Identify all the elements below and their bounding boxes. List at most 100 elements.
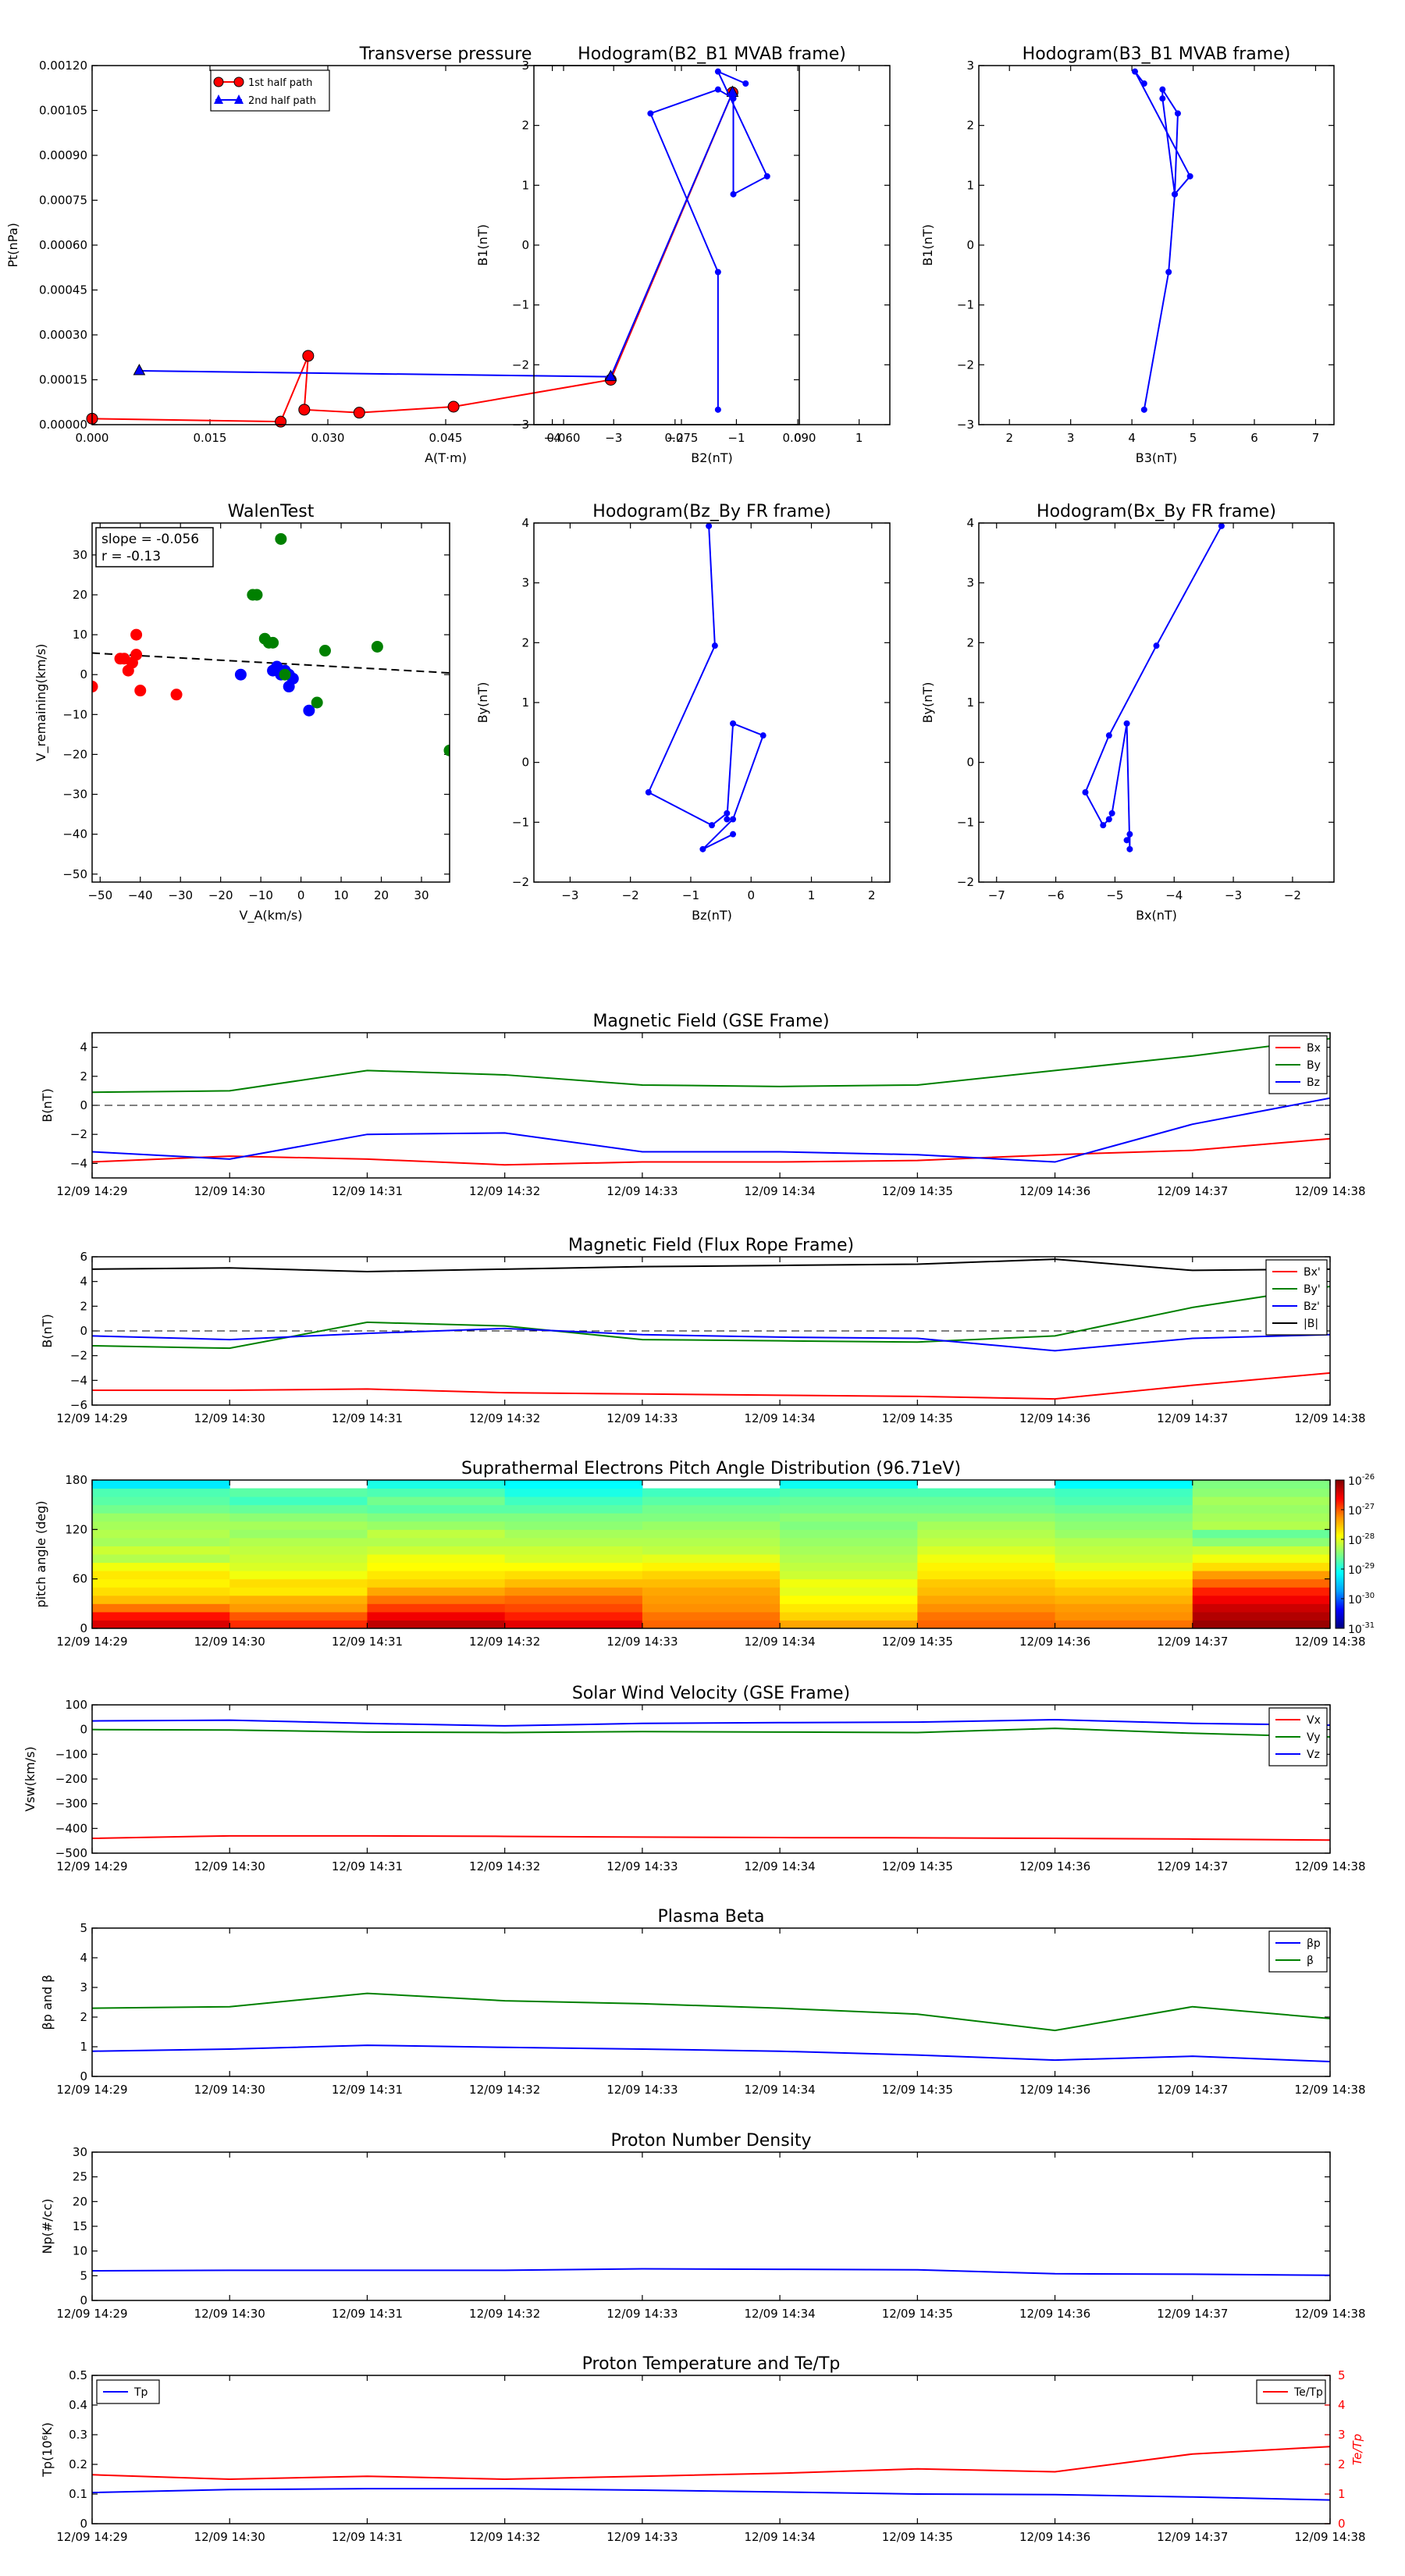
data-point: [130, 649, 143, 661]
series-line: [92, 1097, 1330, 1163]
heatmap-cell: [1055, 1562, 1193, 1571]
x-tick-label: 12/09 14:37: [1157, 2530, 1228, 2544]
heatmap-cell: [780, 1595, 918, 1604]
data-point: [1159, 95, 1166, 102]
y-tick-label: 0.1: [69, 2487, 87, 2501]
data-point: [371, 640, 383, 653]
x-axis-label: Bx(nT): [1136, 908, 1177, 923]
x-tick-label: 12/09 14:32: [469, 1411, 540, 1425]
x-tick-label: 0.015: [194, 431, 227, 445]
heatmap-cell: [642, 1496, 781, 1506]
heatmap-cell: [917, 1496, 1056, 1506]
x-tick-label: 12/09 14:30: [194, 1184, 265, 1198]
x-tick-label: 12/09 14:29: [56, 1635, 127, 1649]
x-tick-label: 12/09 14:34: [744, 2083, 815, 2097]
y2-tick-label: 0: [1338, 2517, 1346, 2531]
y-tick-label: 0: [80, 1723, 87, 1737]
data-point: [170, 688, 183, 701]
heatmap-cell: [1192, 1521, 1331, 1530]
heatmap-cell: [917, 1611, 1056, 1621]
y-tick-label: −2: [512, 875, 529, 889]
heatmap-cell: [642, 1620, 781, 1629]
series-line: [139, 92, 734, 378]
x-tick-label: 12/09 14:29: [56, 2307, 127, 2321]
heatmap-cell: [1192, 1554, 1331, 1564]
heatmap-cell: [229, 1603, 368, 1613]
x-tick-label: 12/09 14:36: [1019, 2083, 1090, 2097]
y-tick-label: −1: [957, 815, 974, 829]
data-point: [730, 190, 737, 197]
heatmap-cell: [229, 1571, 368, 1580]
heatmap-cell: [92, 1529, 230, 1539]
heatmap-cell: [917, 1571, 1056, 1580]
heatmap-cell: [1055, 1496, 1193, 1506]
heatmap-cell: [92, 1521, 230, 1530]
legend-label: βp: [1307, 1937, 1321, 1950]
y-tick-label: 30: [73, 2145, 87, 2159]
heatmap-cell: [780, 1562, 918, 1571]
data-point: [130, 628, 143, 641]
x-tick-label: −2: [667, 431, 684, 445]
y-tick-label: −1: [512, 815, 529, 829]
heatmap-cell: [780, 1496, 918, 1506]
h31-panel: Hodogram(B3_B1 MVAB frame) 2 3 4 5 6 7 −3 −2 −1 0 1…: [920, 44, 1335, 465]
data-point: [318, 645, 331, 657]
plot-frame: [91, 2375, 1331, 2524]
y-tick-label: −2: [70, 1127, 87, 1141]
heatmap-cell: [780, 1578, 918, 1588]
data-point: [234, 668, 247, 681]
x-tick-label: 12/09 14:34: [744, 1411, 815, 1425]
data-point: [709, 822, 715, 829]
heatmap-cell: [917, 1521, 1056, 1530]
heatmap-cell: [504, 1611, 643, 1621]
y-tick-label: 0: [80, 1621, 87, 1635]
heatmap-cell: [1192, 1571, 1331, 1580]
x-tick-label: 12/09 14:34: [744, 2530, 815, 2544]
legend: [1268, 1930, 1328, 1973]
plot-frame: [91, 2151, 1331, 2301]
x-tick-label: 12/09 14:32: [469, 2083, 540, 2097]
data-point: [1218, 522, 1225, 529]
y-tick-label: 30: [73, 548, 87, 562]
y-tick-label: −2: [512, 358, 529, 372]
data-point: [759, 732, 767, 739]
data-point: [302, 350, 315, 362]
y-tick-label: 180: [65, 1473, 87, 1487]
heatmap-cell: [504, 1513, 643, 1522]
x-tick-label: 12/09 14:29: [56, 2530, 127, 2544]
plot-frame: [91, 65, 800, 425]
y-tick-label: −2: [957, 358, 974, 372]
x-tick-label: 0: [747, 888, 755, 902]
walen-panel: WalenTest −50 −40 −30 −20 −10 0 10 20 30 −50 −40 −30…: [34, 502, 450, 923]
y-axis-label: By(nT): [475, 682, 490, 724]
x-tick-label: 7: [1312, 431, 1320, 445]
y-tick-label: 0.00120: [39, 59, 87, 73]
heatmap-cell: [229, 1537, 368, 1546]
y-tick-label: 0: [80, 1324, 87, 1338]
series-line: [92, 1327, 1330, 1352]
heatmap-cell: [642, 1554, 781, 1564]
heatmap-cell: [504, 1620, 643, 1629]
y-tick-label: −50: [62, 867, 87, 881]
heatmap-cell: [642, 1529, 781, 1539]
colorbar: [1335, 1479, 1345, 1629]
heatmap-cell: [780, 1603, 918, 1613]
y-tick-label: 3: [521, 59, 529, 73]
y-tick-label: −3: [512, 418, 529, 432]
series-line: [92, 1137, 1330, 1166]
heatmap-cell: [367, 1521, 506, 1530]
np-panel: Proton Number Density 12/09 14:29 12/09 14…: [40, 2131, 1366, 2321]
data-point: [1165, 269, 1172, 276]
stats-annotation: r = -0.13: [101, 549, 161, 564]
x-tick-label: 12/09 14:31: [332, 2083, 403, 2097]
hbzby-panel: Hodogram(Bz_By FR frame) −3 −2 −1 0 1 2 −2 −1 0 1 2…: [475, 502, 891, 923]
vsw-panel: Solar Wind Velocity (GSE Frame) 12/09 14:…: [23, 1684, 1366, 1873]
x-tick-label: −6: [1048, 888, 1065, 902]
data-point: [1159, 86, 1166, 93]
x-tick-label: 3: [1067, 431, 1075, 445]
y-tick-label: 10: [73, 2244, 87, 2258]
heatmap-cell: [1192, 1562, 1331, 1571]
heatmap-cell: [367, 1504, 506, 1514]
y2-tick-label: 3: [1338, 2428, 1346, 2442]
heatmap-cell: [1055, 1529, 1193, 1539]
